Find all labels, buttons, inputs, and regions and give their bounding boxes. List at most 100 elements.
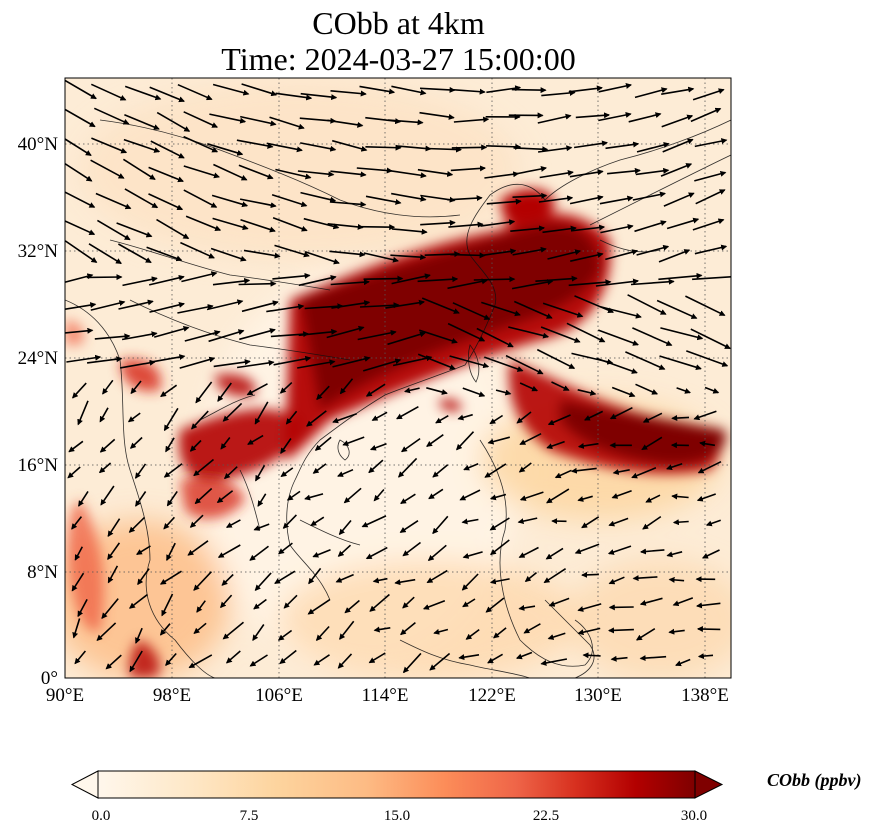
wind-vector-arrow [332,412,357,424]
wind-vector-arrow [71,516,83,530]
wind-vector-arrow [642,412,663,423]
wind-vector-arrow [343,487,362,504]
wind-vector-arrow [663,192,695,207]
wind-vector-arrow [183,189,218,208]
lon-tick-label: 138°E [681,685,729,706]
wind-vector-arrow [451,144,488,151]
wind-vector-arrow [417,353,456,370]
wind-vector-arrow [98,462,112,474]
wind-vector-arrow [581,571,599,578]
lon-tick-label: 122°E [468,685,516,706]
wind-vector-arrow [660,163,693,177]
wind-vector-arrow [105,654,122,670]
lon-axis: 90°E 98°E 106°E 114°E 122°E 130°E 138°E [46,685,729,706]
wind-vector-arrow [395,145,432,152]
wind-vector-arrow [480,219,516,227]
map-title: CObb at 4km [312,5,485,41]
wind-vector-arrow [635,383,659,395]
wind-vector-arrow [107,518,121,538]
wind-vector-arrow [417,276,459,283]
wind-vector-arrow [95,192,132,210]
wind-vector-arrow [275,168,312,180]
wind-vector-arrow [257,493,267,507]
wind-vector-arrow [461,573,479,591]
wind-vector-arrow [124,188,159,209]
wind-vector-arrow [272,217,308,232]
wind-vector-arrow [610,655,628,662]
wind-vector-arrow [611,386,636,398]
wind-vector-arrow [433,628,449,635]
wind-vector-arrow [330,90,367,97]
wind-vector-arrow [373,488,385,502]
wind-vector-arrow [666,551,683,558]
wind-vector-arrow [692,273,731,281]
wind-vector-arrow [666,217,700,230]
wind-vector-arrow [337,468,354,477]
wind-vector-arrow [693,410,717,421]
wind-vector-arrow [489,493,507,501]
wind-vector-arrow [486,198,522,205]
wind-vector-arrow [570,224,606,232]
wind-vector-arrow [545,547,564,560]
wind-vector-arrow [368,459,384,474]
wind-vector-arrow [435,415,449,424]
wind-vector-arrow [420,219,456,226]
wind-vector-arrow [636,142,670,153]
wind-vector-arrow [94,333,131,340]
wind-vector-arrow [450,165,486,172]
wind-vector-arrow [300,92,338,101]
wind-vector-arrow [391,192,427,202]
wind-vector-arrow [599,195,634,205]
wind-vector-arrow [100,485,115,506]
wind-vector-arrow [129,650,143,673]
wind-vector-arrow [266,142,303,153]
wind-vector-arrow [121,331,158,341]
wind-vector-arrow [518,546,539,559]
wind-vector-arrow [447,322,486,342]
wind-vector-arrow [659,355,702,371]
wind-vector-arrow [254,572,272,591]
wind-vector-arrow [490,539,510,556]
wind-vector-arrow [660,327,704,341]
wind-vector-arrow [608,576,625,585]
wind-vector-arrow [513,300,553,319]
wind-vector-arrow [193,571,212,591]
wind-vector-arrow [277,629,293,641]
wind-vector-arrow [668,576,685,583]
wind-vector-arrow [148,193,184,211]
lat-tick-label: 40°N [18,134,59,155]
wind-vector-arrow [598,112,632,122]
wind-vector-arrow [385,299,425,309]
wind-vector-arrow [68,440,84,453]
wind-vector-arrow [426,434,444,447]
wind-vector-arrow [149,274,185,286]
lon-tick-label: 130°E [574,685,622,706]
wind-vector-arrow [608,517,629,527]
wind-vector-arrow [600,223,634,234]
wind-vector-arrow [357,329,397,341]
wind-vector-arrow [222,402,243,422]
wind-vector-arrow [402,596,415,609]
wind-vector-arrow [605,141,640,150]
wind-vector-arrow [304,303,344,310]
wind-vector-arrow [166,490,178,507]
wind-vector-arrow [450,252,486,259]
wind-vector-arrow [241,300,279,313]
wind-vector-arrow [517,517,538,525]
wind-vector-arrow [516,411,532,424]
wind-vector-arrow [122,158,156,180]
wind-vector-arrow [518,462,532,473]
wind-vector-arrow [243,249,281,259]
wind-vector-arrow [274,244,310,258]
wind-vector-arrow [247,434,264,445]
wind-vector-arrow [543,568,567,584]
wind-vector-arrow [269,116,305,130]
wind-vector-arrow [77,400,89,426]
wind-vector-arrow [596,357,638,374]
wind-vector-arrow [656,299,698,319]
wind-vector-arrow [519,491,544,501]
wind-vector-arrow [279,382,293,394]
wind-vector-arrow [278,542,293,555]
wind-vector-arrow [486,143,522,150]
wind-vector-arrow [313,654,330,666]
